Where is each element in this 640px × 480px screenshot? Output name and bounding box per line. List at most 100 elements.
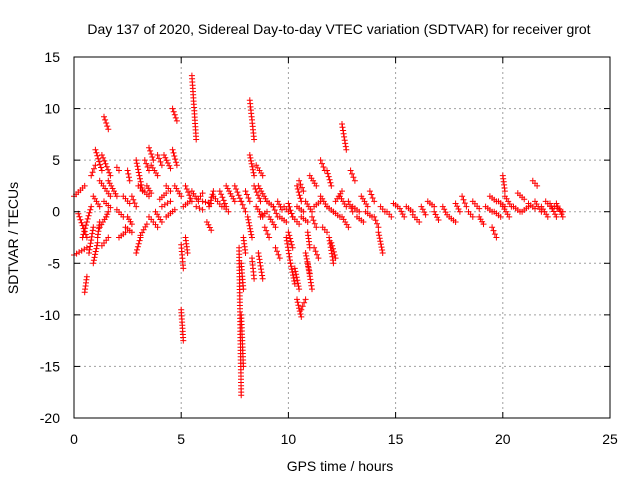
data-point bbox=[167, 165, 174, 172]
data-point bbox=[300, 188, 307, 195]
data-point bbox=[401, 213, 408, 220]
data-point bbox=[328, 182, 335, 189]
data-point bbox=[343, 146, 350, 153]
data-point bbox=[93, 245, 100, 252]
data-point bbox=[147, 147, 154, 154]
data-point bbox=[83, 273, 90, 280]
data-point bbox=[309, 286, 315, 293]
data-point bbox=[264, 208, 270, 215]
data-point bbox=[98, 164, 104, 171]
data-point bbox=[379, 250, 386, 256]
data-point bbox=[434, 214, 441, 221]
data-point bbox=[103, 120, 110, 126]
data-point bbox=[303, 255, 310, 262]
data-point bbox=[342, 140, 349, 147]
data-point bbox=[263, 227, 270, 234]
data-point bbox=[109, 185, 116, 192]
data-point bbox=[233, 186, 240, 192]
data-point bbox=[186, 198, 193, 205]
data-point bbox=[164, 160, 171, 166]
data-point bbox=[105, 234, 112, 241]
data-point bbox=[456, 208, 463, 215]
data-point bbox=[245, 216, 252, 223]
data-point bbox=[182, 182, 189, 189]
data-point bbox=[148, 151, 155, 157]
data-point bbox=[128, 193, 135, 200]
data-point bbox=[235, 192, 242, 199]
data-point bbox=[441, 206, 448, 213]
data-point bbox=[104, 211, 111, 218]
data-point bbox=[250, 169, 257, 176]
data-point bbox=[77, 216, 84, 223]
data-point bbox=[248, 157, 254, 164]
data-point bbox=[375, 224, 382, 231]
data-point bbox=[299, 303, 306, 310]
data-point bbox=[305, 263, 312, 270]
y-tick-label: 5 bbox=[52, 152, 60, 168]
data-point bbox=[103, 213, 110, 220]
data-point bbox=[553, 213, 560, 220]
data-point bbox=[97, 161, 103, 168]
data-point bbox=[248, 160, 255, 167]
data-point bbox=[242, 250, 249, 256]
data-point bbox=[291, 280, 298, 287]
data-point bbox=[304, 219, 311, 225]
data-point bbox=[193, 136, 200, 143]
data-point bbox=[274, 248, 280, 255]
data-point bbox=[272, 224, 279, 231]
data-point bbox=[288, 266, 295, 273]
data-point bbox=[259, 272, 266, 279]
data-point bbox=[238, 392, 245, 399]
data-point bbox=[180, 337, 187, 344]
data-point bbox=[87, 206, 94, 213]
data-point bbox=[285, 250, 292, 257]
data-point bbox=[296, 177, 303, 184]
data-point bbox=[107, 193, 114, 200]
data-point bbox=[241, 205, 248, 212]
data-point bbox=[90, 260, 97, 267]
data-point bbox=[208, 227, 215, 234]
data-point bbox=[86, 246, 93, 253]
data-point bbox=[312, 248, 319, 255]
data-point bbox=[300, 208, 307, 215]
data-point bbox=[351, 177, 358, 184]
data-point bbox=[96, 158, 103, 165]
data-point bbox=[309, 208, 315, 215]
data-point bbox=[156, 155, 162, 162]
data-point bbox=[547, 200, 553, 207]
data-point bbox=[294, 280, 301, 287]
data-point bbox=[218, 191, 225, 198]
data-point bbox=[103, 163, 110, 170]
data-point bbox=[89, 230, 96, 237]
data-point bbox=[311, 220, 318, 227]
data-point bbox=[207, 197, 214, 204]
data-point bbox=[249, 166, 256, 173]
data-point bbox=[82, 225, 89, 232]
x-tick-label: 15 bbox=[388, 431, 404, 447]
data-point bbox=[332, 255, 339, 262]
data-point bbox=[83, 219, 90, 225]
data-point bbox=[275, 251, 282, 258]
data-point bbox=[171, 206, 178, 213]
y-tick-label: 0 bbox=[52, 204, 60, 220]
data-point bbox=[124, 167, 131, 174]
data-point bbox=[85, 212, 92, 219]
data-point bbox=[137, 178, 144, 185]
data-point bbox=[246, 152, 253, 158]
data-point bbox=[553, 200, 560, 207]
x-tick-label: 10 bbox=[281, 431, 297, 447]
data-point bbox=[101, 157, 108, 164]
data-point bbox=[178, 193, 185, 200]
data-point bbox=[455, 206, 462, 212]
data-point bbox=[310, 217, 317, 224]
data-point bbox=[276, 201, 283, 208]
data-point bbox=[454, 203, 461, 210]
data-point bbox=[135, 240, 142, 247]
data-point bbox=[240, 363, 247, 370]
data-point bbox=[104, 123, 111, 130]
data-point bbox=[170, 108, 177, 115]
data-point bbox=[234, 189, 241, 196]
data-point bbox=[106, 169, 113, 176]
y-tick-label: -5 bbox=[48, 255, 61, 271]
data-point bbox=[287, 235, 294, 242]
